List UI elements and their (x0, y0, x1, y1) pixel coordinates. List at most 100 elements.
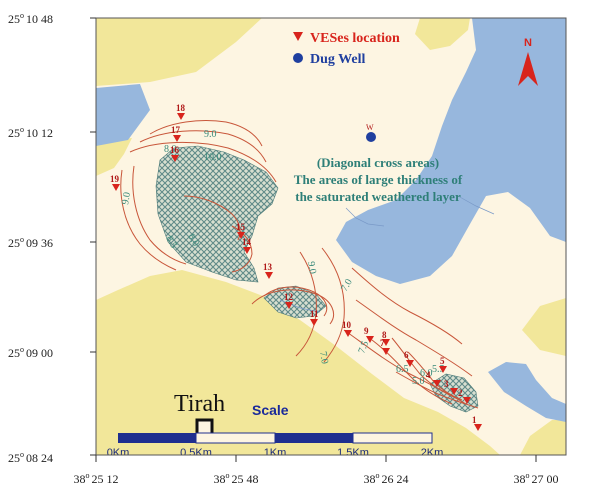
blue-zone-left (96, 84, 150, 146)
contour-label: 8.0 (164, 144, 177, 155)
yellow-zone-bottom-right (520, 420, 566, 455)
ves-marker[interactable] (265, 272, 273, 279)
ves-stations (112, 113, 482, 431)
station-label: 1 (472, 415, 477, 425)
lon-label: 38o 25 12 (74, 471, 119, 486)
scale-segment (118, 433, 196, 443)
station-label: 11 (310, 309, 319, 319)
station-label: 15 (236, 222, 246, 232)
station-label: 12 (284, 292, 294, 302)
ves-marker[interactable] (310, 319, 318, 326)
well-legend-label: Dug Well (310, 52, 365, 67)
scale-segment (275, 433, 353, 443)
scale-tick-label: 2Km (421, 447, 444, 459)
contour-label: 9.0 (305, 261, 318, 275)
north-label: N (524, 37, 532, 49)
contour-label: 5.5 (432, 364, 445, 375)
station-label: 14 (242, 237, 252, 247)
station-label: 19 (110, 174, 120, 184)
station-label: 3 (444, 379, 449, 389)
ves-marker[interactable] (237, 232, 245, 239)
scale-bar: Scale 0Km 0.5Km 1Km 1.5Km 2Km (107, 402, 444, 459)
station-label: 10 (342, 320, 352, 330)
ves-legend-label: VESes location (310, 31, 400, 46)
ves-marker[interactable] (344, 330, 352, 337)
ves-marker[interactable] (366, 336, 374, 343)
annotation-line-2: The areas of large thickness of (294, 172, 463, 187)
frame-ticks (90, 17, 537, 462)
station-label: 7 (380, 338, 385, 348)
contour-label: 6.0 (420, 368, 433, 379)
ves-marker[interactable] (433, 380, 441, 387)
contour-lines (120, 120, 479, 409)
lon-label: 38o 25 48 (214, 471, 259, 486)
contour-label: 8.0 (185, 232, 201, 248)
lon-label: 38o 26 24 (364, 471, 409, 486)
station-label: 5 (440, 356, 445, 366)
lat-label: 25o 08 24 (8, 450, 53, 465)
contour-label: 10.0 (204, 152, 222, 163)
contour-labels: 9.0 8.0 10.0 9.0 8.0 8.5 7.0 7.0 9.0 7.5… (120, 129, 444, 387)
scale-segment (195, 432, 276, 444)
map-frame (95, 17, 567, 456)
station-label: 6 (404, 350, 409, 360)
lat-label: 25o 10 48 (8, 11, 53, 26)
yellow-zone-bottom (96, 270, 500, 455)
north-arrow-icon (518, 52, 538, 86)
town-label: Tirah (174, 391, 225, 417)
annotation-line-3: the saturated weathered layer (295, 189, 461, 204)
station-label: 18 (176, 103, 186, 113)
town[interactable]: Tirah (174, 391, 225, 437)
well-legend-icon (293, 53, 303, 63)
north-arrow: N (518, 37, 538, 86)
ves-labels: 1 2 3 4 5 6 7 8 9 10 11 12 13 14 15 16 1… (110, 103, 477, 425)
legend: VESes location Dug Well (293, 31, 400, 67)
ves-marker[interactable] (463, 397, 471, 404)
station-label: 13 (263, 262, 273, 272)
ves-marker[interactable] (450, 388, 458, 395)
ves-marker[interactable] (439, 366, 447, 373)
station-label: 17 (171, 125, 181, 135)
longitude-labels: 38o 25 12 38o 25 48 38o 26 24 38o 27 00 (74, 471, 559, 486)
contour-label: 9.0 (204, 129, 217, 140)
yellow-zone-left-band (96, 138, 132, 176)
ves-marker[interactable] (382, 348, 390, 355)
ves-marker[interactable] (177, 113, 185, 120)
contour-label: 8.5 (163, 234, 179, 250)
ves-marker[interactable] (406, 360, 414, 367)
station-label: 2 (458, 388, 463, 398)
station-label: 8 (382, 330, 387, 340)
annotation: (Diagonal cross areas) The areas of larg… (294, 155, 463, 204)
dug-well[interactable]: W (366, 123, 376, 142)
lon-label: 38o 27 00 (514, 471, 559, 486)
ves-marker[interactable] (285, 302, 293, 309)
hatched-area-main (155, 145, 279, 283)
yellow-zone-top-left (96, 18, 262, 86)
scale-tick-label: 0Km (107, 447, 130, 459)
annotation-line-1: (Diagonal cross areas) (317, 155, 439, 170)
ves-marker[interactable] (474, 424, 482, 431)
yellow-zone-top-right (415, 18, 470, 50)
station-label: 9 (364, 326, 369, 336)
station-label: 4 (426, 370, 431, 380)
well-label: W (366, 123, 374, 132)
contour-label: 7.5 (356, 340, 371, 356)
ves-marker[interactable] (173, 135, 181, 142)
station-label: 16 (170, 145, 180, 155)
scale-title: Scale (252, 402, 289, 418)
contour-label: 7.0 (339, 277, 355, 293)
contour-label: 6.5 (396, 364, 409, 375)
lat-label: 25o 09 00 (8, 345, 53, 360)
lat-label: 25o 09 36 (8, 235, 53, 250)
blue-zone-top-right (336, 18, 566, 284)
blue-zone-bottom-right (488, 362, 566, 422)
contour-label: 9.0 (120, 191, 133, 205)
ves-legend-icon (293, 32, 303, 41)
ves-marker[interactable] (171, 155, 179, 162)
ves-marker[interactable] (382, 339, 390, 346)
scale-tick-label: 1Km (264, 447, 287, 459)
ves-marker[interactable] (243, 247, 251, 254)
well-marker[interactable] (366, 132, 376, 142)
ves-marker[interactable] (112, 184, 120, 191)
